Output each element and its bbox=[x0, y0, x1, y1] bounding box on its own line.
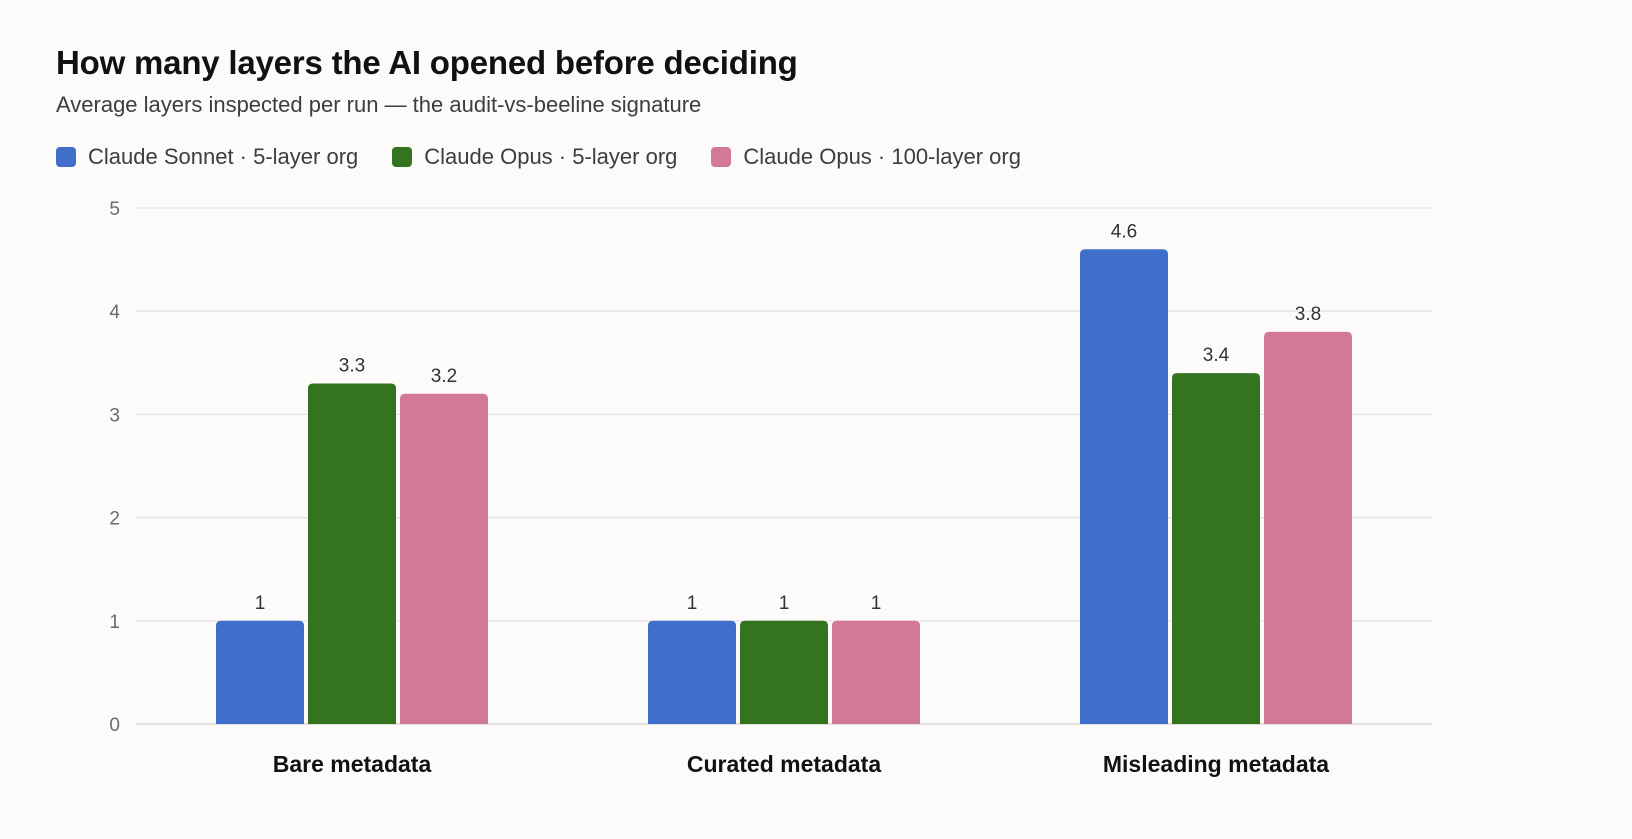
x-category-label-0: Bare metadata bbox=[273, 751, 432, 777]
data-label-series-1-category-1: 1 bbox=[779, 593, 790, 614]
data-label-series-0-category-1: 1 bbox=[687, 593, 698, 614]
bar-series-0-category-0 bbox=[216, 620, 304, 724]
bar-series-0-category-1 bbox=[648, 620, 736, 724]
bar-series-1-category-1 bbox=[740, 620, 828, 724]
legend-swatch-series-0 bbox=[56, 147, 76, 167]
legend-item-series-2: Claude Opus · 100-layer org bbox=[711, 144, 1021, 170]
y-tick-label: 3 bbox=[109, 405, 120, 426]
legend-swatch-series-2 bbox=[711, 147, 732, 167]
legend-item-series-1: Claude Opus · 5-layer org bbox=[392, 144, 677, 170]
data-labels: 1 3.3 3.2 1 1 1 4.6 3.4 3.8 bbox=[255, 221, 1322, 614]
bar-series-2-category-2 bbox=[1264, 331, 1352, 724]
x-category-label-1: Curated metadata bbox=[687, 751, 881, 777]
y-tick-label: 4 bbox=[109, 302, 120, 323]
x-axis-categories: Bare metadata Curated metadata Misleading … bbox=[273, 751, 1330, 777]
data-label-series-2-category-1: 1 bbox=[871, 593, 882, 614]
y-tick-label: 0 bbox=[109, 715, 120, 736]
bar-series-2-category-1 bbox=[832, 620, 920, 724]
bar-series-1-category-2 bbox=[1172, 373, 1260, 724]
x-category-label-2: Misleading metadata bbox=[1103, 751, 1329, 777]
data-label-series-0-category-0: 1 bbox=[255, 593, 266, 614]
bars bbox=[216, 249, 1352, 724]
data-label-series-2-category-2: 3.8 bbox=[1295, 304, 1321, 325]
y-tick-label: 1 bbox=[109, 612, 120, 633]
bar-series-2-category-0 bbox=[400, 393, 488, 724]
legend-swatch-series-1 bbox=[392, 147, 413, 167]
y-tick-label: 5 bbox=[109, 199, 120, 220]
chart-title: How many layers the AI opened before dec… bbox=[56, 44, 798, 81]
y-axis-ticks: 0 1 2 3 4 5 bbox=[109, 199, 120, 736]
bar-series-0-category-2 bbox=[1080, 249, 1168, 724]
data-label-series-0-category-2: 4.6 bbox=[1111, 221, 1137, 242]
data-label-series-1-category-2: 3.4 bbox=[1203, 345, 1230, 366]
legend-label-series-2: Claude Opus · 100-layer org bbox=[743, 144, 1021, 169]
legend-label-series-0: Claude Sonnet · 5-layer org bbox=[88, 144, 359, 169]
data-label-series-2-category-0: 3.2 bbox=[431, 366, 457, 387]
chart-subtitle: Average layers inspected per run — the a… bbox=[56, 92, 702, 117]
chart-legend: Claude Sonnet · 5-layer org Claude Opus … bbox=[56, 144, 1055, 170]
y-tick-label: 2 bbox=[109, 509, 120, 530]
bar-series-1-category-0 bbox=[308, 383, 396, 724]
legend-label-series-1: Claude Opus · 5-layer org bbox=[424, 144, 678, 169]
legend-item-series-0: Claude Sonnet · 5-layer org bbox=[56, 144, 358, 170]
data-label-series-1-category-0: 3.3 bbox=[339, 355, 365, 376]
